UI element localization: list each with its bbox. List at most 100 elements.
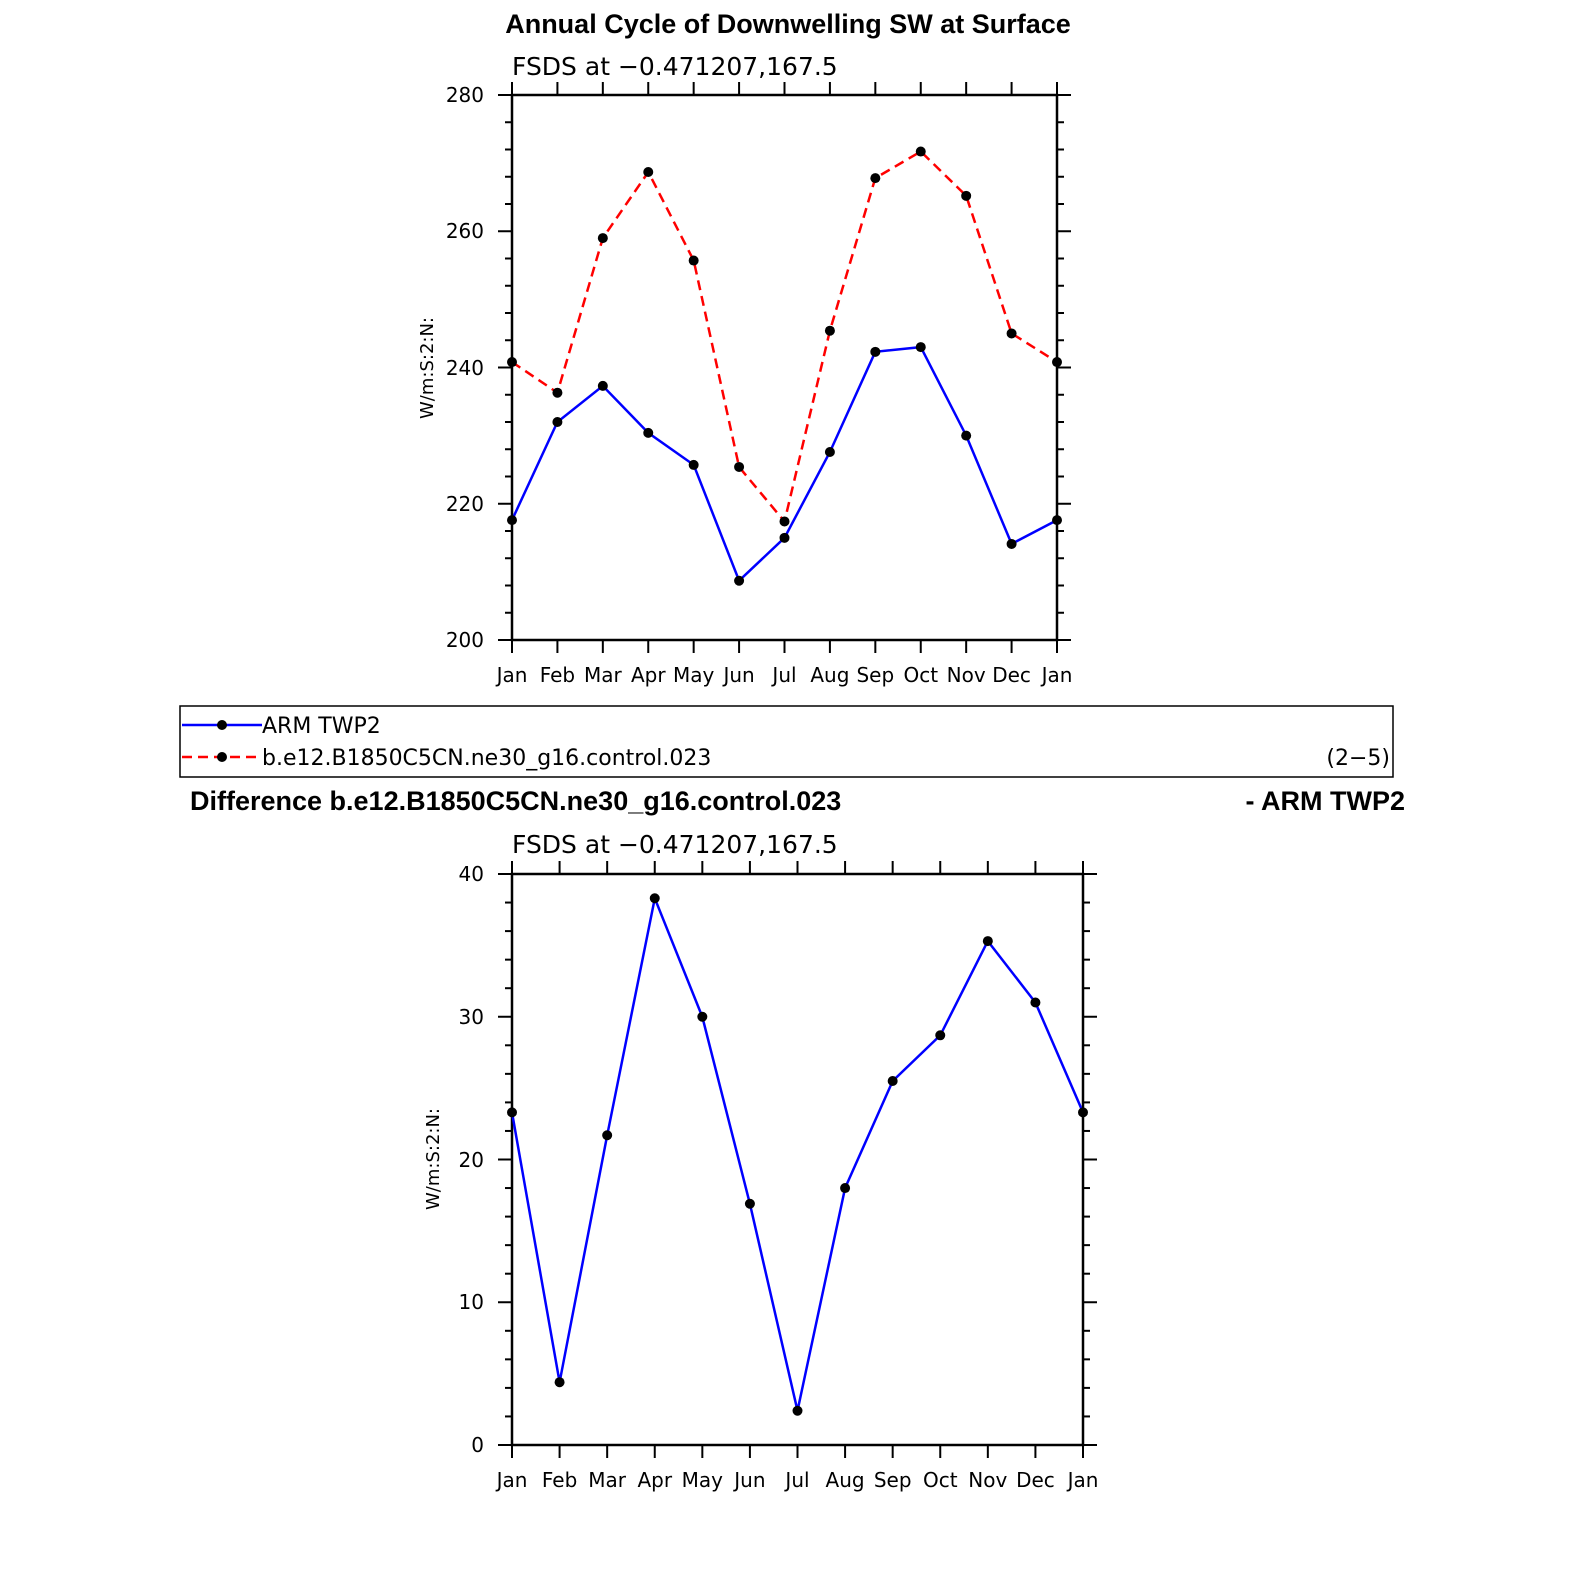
y-tick-labels: 200 220 240 260 280 (446, 83, 484, 652)
data-point-0 (602, 1130, 613, 1141)
x-tick-label: Jun (721, 663, 754, 687)
chart-subtitle: FSDS at −0.471207,167.5 (512, 52, 838, 81)
data-point-0 (649, 893, 660, 904)
x-tick-label: Aug (810, 663, 849, 687)
data-point-0 (792, 1405, 803, 1416)
x-tick-label: Sep (874, 1468, 912, 1492)
data-point-0 (643, 427, 654, 438)
x-tick-label: Oct (903, 663, 938, 687)
legend-note: (2−5) (1326, 746, 1390, 771)
data-point-0 (1078, 1107, 1088, 1118)
y-tick-label: 0 (471, 1433, 484, 1457)
data-point-0 (870, 346, 881, 357)
y-tick-label: 280 (446, 83, 484, 107)
data-point-1 (870, 173, 881, 184)
data-point-0 (961, 430, 972, 441)
x-tick-labels: Jan Feb Mar Apr May Jun Jul Aug Sep Oct Nov Dec Jan (495, 1468, 1099, 1492)
data-point-0 (744, 1198, 755, 1209)
data-point-1 (734, 461, 745, 472)
series-group (507, 893, 1088, 1416)
data-point-1 (507, 357, 517, 368)
legend: ARM TWP2 b.e12.B1850C5CN.ne30_g16.contro… (179, 705, 1394, 778)
legend-marker (217, 752, 227, 762)
x-tick-label: Jan (495, 663, 528, 687)
data-point-0 (824, 446, 835, 457)
x-tick-label: Sep (856, 663, 894, 687)
data-point-0 (688, 459, 699, 470)
series-line-0 (510, 893, 1085, 1411)
axis-ticks (498, 861, 1097, 1458)
data-point-1 (643, 166, 654, 177)
x-tick-label: May (682, 1468, 724, 1492)
y-tick-label: 10 (459, 1290, 484, 1314)
x-tick-label: Feb (542, 1468, 577, 1492)
y-tick-label: 40 (459, 862, 484, 886)
series-line-1 (511, 149, 1058, 525)
x-tick-label: Nov (968, 1468, 1007, 1492)
data-point-0 (697, 1011, 708, 1022)
axis-ticks (498, 82, 1071, 653)
data-point-1 (688, 255, 699, 266)
data-point-0 (507, 1107, 517, 1118)
data-point-0 (1006, 538, 1017, 549)
y-axis-label: W/m:S:2:N: (417, 317, 438, 419)
y-tick-label: 200 (446, 628, 484, 652)
x-tick-label: Dec (1016, 1468, 1055, 1492)
x-tick-label: Jan (1066, 1468, 1099, 1492)
difference-chart: Difference b.e12.B1850C5CN.ne30_g16.cont… (190, 786, 1405, 1492)
series-group (507, 146, 1062, 586)
data-point-1 (552, 387, 563, 398)
plot-frame (510, 93, 1059, 642)
data-point-0 (982, 936, 993, 947)
x-tick-label: Feb (540, 663, 575, 687)
chart-title: Difference b.e12.B1850C5CN.ne30_g16.cont… (190, 786, 841, 816)
x-tick-label: Dec (992, 663, 1031, 687)
series-line-0 (510, 345, 1058, 583)
data-point-0 (840, 1183, 851, 1194)
x-tick-label: Apr (637, 1468, 672, 1492)
data-point-0 (554, 1377, 565, 1388)
y-axis-label: W/m:S:2:N: (423, 1108, 444, 1210)
data-point-1 (824, 325, 835, 336)
x-tick-label: Apr (631, 663, 666, 687)
legend-marker (217, 720, 227, 730)
y-tick-label: 20 (459, 1148, 484, 1172)
x-tick-label: Mar (584, 663, 623, 687)
data-point-0 (734, 575, 745, 586)
data-point-0 (507, 515, 517, 526)
x-tick-label: Jul (783, 1468, 809, 1492)
x-tick-label: Jan (495, 1468, 528, 1492)
y-tick-label: 30 (459, 1005, 484, 1029)
y-tick-labels: 0 10 20 30 40 (459, 862, 484, 1457)
x-tick-label: Aug (826, 1468, 865, 1492)
data-point-1 (915, 146, 926, 157)
legend-label-model: b.e12.B1850C5CN.ne30_g16.control.023 (262, 746, 711, 771)
x-tick-label: Jan (1040, 663, 1073, 687)
x-tick-label: Jun (732, 1468, 765, 1492)
data-point-1 (1006, 328, 1017, 339)
data-point-1 (961, 190, 972, 201)
data-point-0 (1030, 997, 1041, 1008)
data-point-0 (915, 342, 926, 353)
y-tick-label: 240 (446, 356, 484, 380)
y-tick-label: 220 (446, 492, 484, 516)
chart-title-right: - ARM TWP2 (1246, 786, 1405, 816)
legend-label-arm: ARM TWP2 (262, 714, 381, 739)
data-point-0 (597, 380, 608, 391)
data-point-1 (779, 516, 790, 527)
data-point-0 (1052, 515, 1062, 526)
data-point-0 (935, 1030, 946, 1041)
data-point-1 (1052, 357, 1062, 368)
x-tick-label: May (673, 663, 715, 687)
annual-cycle-chart: Annual Cycle of Downwelling SW at Surfac… (417, 9, 1072, 687)
x-tick-label: Mar (588, 1468, 627, 1492)
plot-frame (510, 872, 1085, 1447)
chart-title: Annual Cycle of Downwelling SW at Surfac… (505, 9, 1071, 39)
x-tick-label: Nov (947, 663, 986, 687)
x-tick-labels: Jan Feb Mar Apr May Jun Jul Aug Sep Oct Nov Dec Jan (495, 663, 1073, 687)
y-tick-label: 260 (446, 219, 484, 243)
data-point-0 (887, 1075, 898, 1086)
x-tick-label: Oct (923, 1468, 958, 1492)
data-point-0 (779, 532, 790, 543)
chart-subtitle: FSDS at −0.471207,167.5 (512, 830, 838, 859)
